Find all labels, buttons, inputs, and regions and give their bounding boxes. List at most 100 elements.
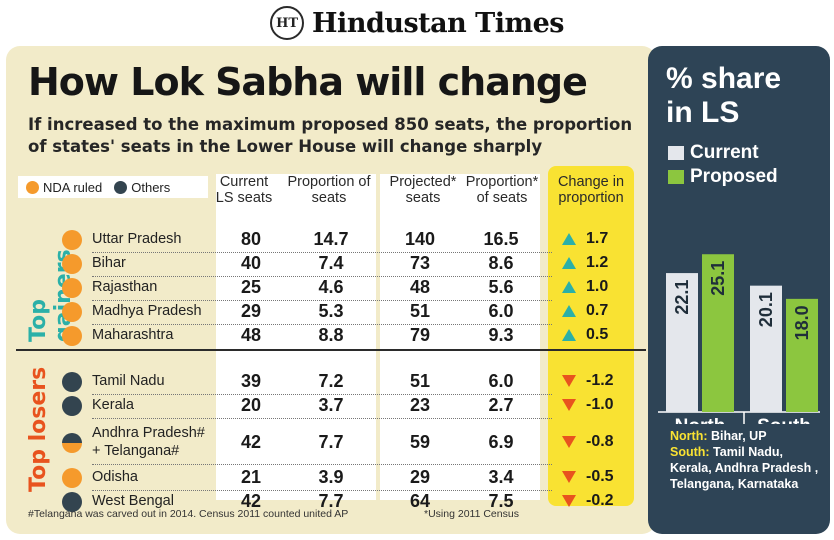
party-dot (62, 372, 82, 392)
down-arrow-icon (562, 471, 576, 483)
change-value: 0.5 (586, 326, 609, 343)
bar-value-label: 18.0 (792, 305, 812, 340)
down-arrow-icon (562, 495, 576, 507)
projected-proportion: 6.0 (488, 371, 514, 391)
ht-logo: HT (270, 6, 305, 40)
row-separator (92, 324, 552, 325)
legend-current: Current (668, 142, 759, 164)
change-value: 1.2 (586, 254, 609, 271)
change-value: -1.2 (586, 372, 614, 389)
current-seats: 40 (240, 253, 262, 273)
nda-legend-dot (26, 180, 39, 194)
party-dot (62, 492, 82, 512)
note-north-text: Bihar, UP (707, 429, 767, 443)
party-dot (62, 326, 82, 346)
state-name-line2: + Telangana# (92, 443, 180, 459)
current-seats: 21 (240, 467, 262, 487)
current-proportion: 4.6 (318, 277, 344, 297)
down-arrow-icon (562, 375, 576, 387)
projected-proportion: 2.7 (488, 395, 514, 415)
current-proportion: 5.3 (318, 301, 344, 321)
party-dot (62, 468, 82, 488)
proportion-change: 0.5 (562, 326, 608, 344)
up-arrow-icon (562, 281, 576, 293)
state-name: Madhya Pradesh (92, 303, 202, 319)
state-name: Kerala (92, 397, 134, 413)
legend-proposed: Proposed (668, 166, 778, 188)
header-change: Change in proportion (557, 174, 625, 206)
proportion-change: 1.0 (562, 278, 608, 296)
down-arrow-icon (562, 399, 576, 411)
proportion-change: 1.2 (562, 254, 608, 272)
footnote-right: *Using 2011 Census (424, 508, 519, 520)
legend: NDA ruled Others (18, 176, 208, 198)
projected-proportion: 6.9 (488, 432, 514, 452)
footnote-left: #Telangana was carved out in 2014. Censu… (28, 508, 349, 520)
state-name: West Bengal (92, 493, 174, 509)
share-panel: % share in LS Current Proposed 22.1 25.1 N… (648, 46, 830, 534)
projected-seats: 59 (409, 432, 431, 452)
current-proportion: 3.7 (318, 395, 344, 415)
bar-value-label: 22.1 (672, 280, 692, 315)
share-title-line2: in LS (666, 96, 740, 129)
projected-proportion: 16.5 (483, 229, 519, 249)
bar-north-current (666, 273, 698, 412)
masthead: HT Hindustan Times (0, 0, 834, 46)
note-north-label: North: (670, 429, 708, 443)
proportion-change: 1.7 (562, 230, 608, 248)
row-separator (92, 464, 552, 465)
legend-proposed-label: Proposed (690, 166, 778, 187)
bar-south-current (750, 285, 782, 412)
party-dot (62, 254, 82, 274)
current-seats: 42 (240, 432, 262, 452)
state-name: Rajasthan (92, 279, 158, 295)
category-label-north: North (675, 416, 726, 424)
proportion-change: -0.2 (562, 492, 614, 510)
note-south-label: South: (670, 445, 710, 459)
legend-current-label: Current (690, 142, 759, 163)
up-arrow-icon (562, 257, 576, 269)
others-legend-dot (114, 180, 128, 194)
party-dot (62, 230, 82, 250)
current-seats: 29 (240, 301, 262, 321)
category-label-south: South (757, 416, 811, 424)
state-name: Andhra Pradesh# + Telangana# (92, 424, 205, 460)
state-name: Tamil Nadu (92, 373, 165, 389)
bar-north-proposed (702, 254, 734, 412)
bar-value-label: 20.1 (756, 292, 776, 327)
bar-south-proposed (786, 298, 818, 412)
share-bar-chart: 22.1 25.1 North 20.1 18.0 South (658, 254, 820, 424)
legend-current-swatch (668, 146, 684, 160)
projected-proportion: 9.3 (488, 325, 514, 345)
projected-seats: 73 (409, 253, 431, 273)
projected-proportion: 7.5 (488, 491, 514, 511)
header-projected: Projected* seats (389, 174, 457, 206)
change-value: -1.0 (586, 396, 614, 413)
row-separator (92, 252, 552, 253)
row-separator (92, 490, 552, 491)
change-value: -0.2 (586, 492, 614, 509)
current-seats: 80 (240, 229, 262, 249)
page-subtitle: If increased to the maximum proposed 850… (28, 115, 633, 156)
row-separator (92, 300, 552, 301)
party-dot (62, 396, 82, 416)
proportion-change: -1.0 (562, 396, 614, 414)
state-name: Uttar Pradesh (92, 231, 182, 247)
current-proportion: 7.7 (318, 491, 344, 511)
current-seats: 39 (240, 371, 262, 391)
others-legend-label: Others (131, 179, 171, 195)
change-value: -0.5 (586, 468, 614, 485)
current-proportion: 3.9 (318, 467, 344, 487)
proportion-change: -0.5 (562, 468, 614, 486)
projected-seats: 48 (409, 277, 431, 297)
party-dot (62, 433, 82, 453)
share-title-line1: % share (666, 62, 782, 95)
current-proportion: 7.4 (318, 253, 344, 273)
region-note: North: Bihar, UP South: Tamil Nadu, Kera… (670, 428, 828, 492)
current-proportion: 7.7 (318, 432, 344, 452)
current-seats: 25 (240, 277, 262, 297)
page-title: How Lok Sabha will change (28, 60, 588, 104)
main-panel: How Lok Sabha will change If increased t… (6, 46, 656, 534)
projected-seats: 51 (409, 301, 431, 321)
current-proportion: 7.2 (318, 371, 344, 391)
